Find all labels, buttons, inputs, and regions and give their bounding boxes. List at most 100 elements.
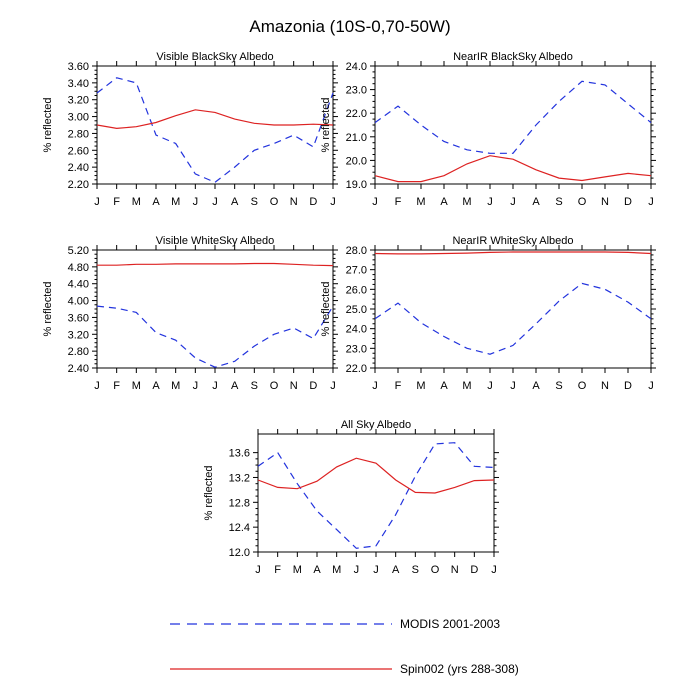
- x-tick-label: M: [132, 380, 141, 392]
- x-tick-label: M: [416, 380, 425, 392]
- y-tick-label: 12.8: [229, 497, 250, 509]
- x-tick-label: D: [624, 196, 632, 208]
- x-tick-label: J: [212, 196, 218, 208]
- chart-panel-1: Visible BlackSky Albedo 2.20 2.40 2.60 2.80 3…: [42, 51, 338, 208]
- x-tick-label: J: [373, 564, 379, 576]
- y-tick-label: 2.20: [68, 179, 89, 191]
- legend: MODIS 2001-2003 Spin002 (yrs 288-308): [170, 617, 519, 676]
- x-tick-label: J: [487, 380, 493, 392]
- x-tick-label: J: [193, 380, 199, 392]
- y-tick-label: 2.60: [68, 145, 89, 157]
- x-tick-label: A: [392, 564, 400, 576]
- chart-title: Visible WhiteSky Albedo: [156, 235, 274, 247]
- y-tick-label: 2.40: [68, 363, 89, 375]
- y-tick-label: 22.0: [346, 108, 367, 120]
- y-tick-label: 2.40: [68, 162, 89, 174]
- plot-frame: [257, 433, 495, 553]
- x-tick-label: J: [510, 196, 516, 208]
- y-tick-label: 3.20: [68, 95, 89, 107]
- y-tick-label: 4.00: [68, 296, 89, 308]
- y-tick-label: 20.0: [346, 155, 367, 167]
- x-tick-label: J: [487, 196, 493, 208]
- y-tick-label: 23.0: [346, 343, 367, 355]
- x-tick-label: J: [330, 196, 336, 208]
- x-tick-label: A: [532, 380, 540, 392]
- y-tick-label: 25.0: [346, 304, 367, 316]
- x-tick-label: D: [624, 380, 632, 392]
- x-tick-label: D: [309, 196, 317, 208]
- y-axis-label: % reflected: [42, 97, 54, 152]
- x-tick-label: J: [510, 380, 516, 392]
- x-tick-label: A: [152, 196, 160, 208]
- x-tick-label: N: [601, 196, 609, 208]
- series-spin002-line: [257, 457, 495, 494]
- x-tick-label: D: [309, 380, 317, 392]
- x-tick-label: O: [578, 196, 587, 208]
- y-tick-label: 5.20: [68, 245, 89, 257]
- x-tick-label: J: [648, 196, 654, 208]
- series-spin002-line: [374, 251, 652, 255]
- y-tick-label: 3.40: [68, 78, 89, 90]
- x-tick-label: J: [255, 564, 261, 576]
- x-tick-label: J: [372, 380, 378, 392]
- x-tick-label: F: [395, 380, 402, 392]
- y-tick-label: 21.0: [346, 132, 367, 144]
- x-tick-label: M: [132, 196, 141, 208]
- x-tick-label: S: [412, 564, 419, 576]
- x-tick-label: O: [270, 196, 279, 208]
- x-tick-label: A: [231, 196, 239, 208]
- x-tick-label: J: [212, 380, 218, 392]
- x-tick-label: N: [290, 380, 298, 392]
- x-tick-label: O: [431, 564, 440, 576]
- y-tick-label: 3.20: [68, 329, 89, 341]
- series-modis-line: [96, 305, 334, 368]
- series-modis-line: [374, 282, 652, 355]
- y-tick-label: 4.40: [68, 279, 89, 291]
- x-tick-label: J: [372, 196, 378, 208]
- series-spin002-line: [96, 109, 334, 130]
- x-tick-label: J: [94, 380, 100, 392]
- y-tick-label: 13.6: [229, 448, 250, 460]
- chart-panel-4: NearIR WhiteSky Albedo 22.0 23.0 24.0 25.0 26…: [320, 235, 656, 392]
- x-tick-label: J: [354, 564, 360, 576]
- x-tick-label: J: [94, 196, 100, 208]
- x-tick-label: A: [532, 196, 540, 208]
- x-tick-label: S: [555, 380, 562, 392]
- chart-title: NearIR WhiteSky Albedo: [452, 235, 573, 247]
- y-tick-label: 24.0: [346, 61, 367, 73]
- x-tick-label: J: [648, 380, 654, 392]
- plot-frame: [374, 65, 652, 185]
- x-tick-label: M: [171, 380, 180, 392]
- y-tick-label: 28.0: [346, 245, 367, 257]
- y-tick-label: 3.00: [68, 112, 89, 124]
- chart-title: NearIR BlackSky Albedo: [453, 51, 573, 63]
- figure-title: Amazonia (10S-0,70-50W): [249, 17, 450, 36]
- x-tick-label: A: [313, 564, 321, 576]
- legend-modis-label: MODIS 2001-2003: [400, 617, 500, 631]
- chart-title: All Sky Albedo: [341, 419, 411, 431]
- x-tick-label: O: [270, 380, 279, 392]
- x-tick-label: M: [416, 196, 425, 208]
- x-tick-label: M: [171, 196, 180, 208]
- y-tick-label: 19.0: [346, 179, 367, 191]
- plot-frame: [374, 249, 652, 369]
- x-tick-label: F: [395, 196, 402, 208]
- x-tick-label: A: [152, 380, 160, 392]
- y-tick-label: 4.80: [68, 262, 89, 274]
- y-tick-label: 2.80: [68, 128, 89, 140]
- plot-frame: [96, 249, 334, 369]
- x-tick-label: A: [440, 196, 448, 208]
- series-modis-line: [374, 80, 652, 154]
- y-tick-label: 3.60: [68, 61, 89, 73]
- x-tick-label: S: [251, 380, 258, 392]
- x-tick-label: A: [231, 380, 239, 392]
- y-tick-label: 26.0: [346, 284, 367, 296]
- legend-spin-label: Spin002 (yrs 288-308): [400, 662, 519, 676]
- y-tick-label: 27.0: [346, 265, 367, 277]
- chart-panel-3: Visible WhiteSky Albedo 2.40 2.80 3.20 3.60 4…: [42, 235, 338, 392]
- chart-panel-2: NearIR BlackSky Albedo 19.0 20.0 21.0 22.0 23…: [320, 51, 656, 208]
- x-tick-label: M: [293, 564, 302, 576]
- y-axis-label: % reflected: [320, 97, 332, 152]
